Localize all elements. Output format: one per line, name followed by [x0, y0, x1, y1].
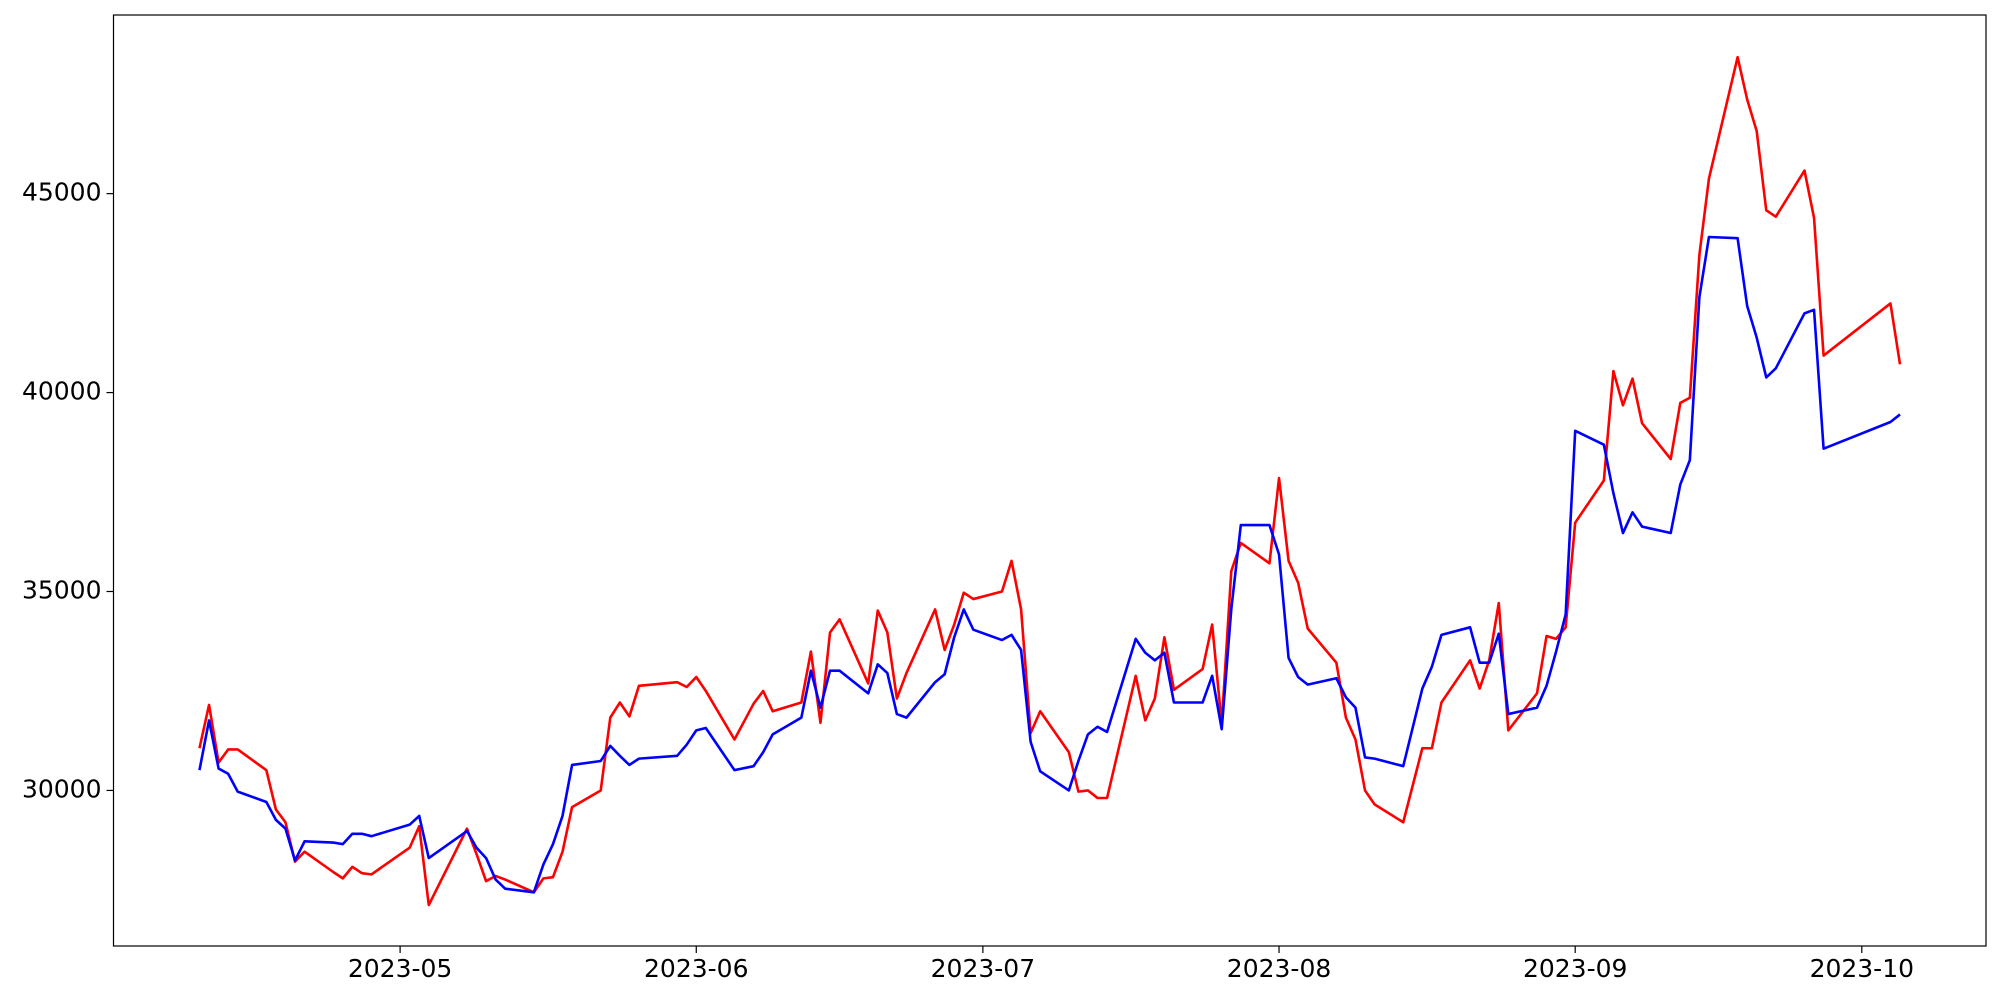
y-tick-label: 45000: [22, 178, 102, 207]
y-tick-label: 40000: [22, 377, 102, 406]
x-tick-label: 2023-08: [1227, 954, 1331, 983]
y-tick-label: 35000: [22, 576, 102, 605]
x-tick-label: 2023-07: [931, 954, 1035, 983]
plot-frame: [112, 14, 1987, 947]
x-tick-label: 2023-06: [644, 954, 748, 983]
x-tick-label: 2023-05: [348, 954, 452, 983]
x-tick-label: 2023-10: [1810, 954, 1914, 983]
y-tick-label: 30000: [22, 774, 102, 803]
line-series: [198, 55, 1902, 907]
x-tick-label: 2023-09: [1523, 954, 1627, 983]
line-series: [198, 235, 1901, 894]
